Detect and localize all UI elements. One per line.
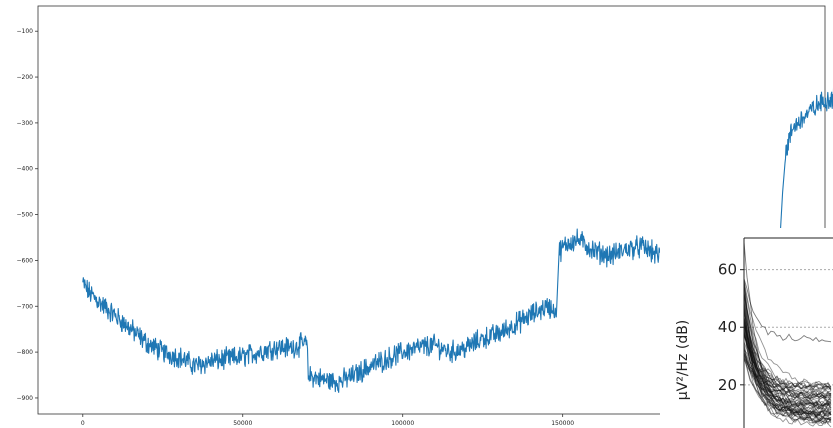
inset-series-line bbox=[743, 320, 832, 417]
inset-series-line bbox=[743, 327, 832, 407]
inset-series-line bbox=[743, 324, 832, 389]
inset-series-line bbox=[743, 278, 832, 343]
inset-series-line bbox=[743, 356, 832, 414]
inset-series-line bbox=[743, 306, 832, 423]
inset-series-line bbox=[743, 351, 832, 391]
inset-series-line bbox=[743, 318, 832, 421]
inset-series-line bbox=[743, 357, 832, 393]
inset-series-line bbox=[743, 282, 832, 415]
inset-series-line bbox=[743, 349, 832, 411]
inset-y-axis: 60 40 20 bbox=[718, 261, 744, 394]
inset-series-line bbox=[743, 317, 832, 409]
inset-series-line bbox=[743, 302, 832, 400]
inset-series-line bbox=[743, 288, 832, 417]
inset-series-line bbox=[743, 302, 832, 395]
inset-series-line bbox=[743, 241, 832, 421]
inset-series-line bbox=[743, 293, 832, 398]
y-tick-label: −400 bbox=[17, 166, 34, 173]
y-tick-label: −800 bbox=[17, 349, 34, 356]
plot-area bbox=[37, 5, 826, 415]
inset-series-line bbox=[743, 353, 832, 401]
inset-series-line bbox=[743, 280, 832, 388]
inset-spectrum-chart: µV²/Hz (dB) 60 40 20 bbox=[660, 228, 833, 428]
inset-series-line bbox=[743, 330, 832, 423]
inset-series-line bbox=[743, 321, 832, 424]
inset-series-line bbox=[743, 321, 832, 404]
plot-frame bbox=[37, 5, 826, 415]
inset-series-layer bbox=[743, 241, 832, 428]
inset-series-line bbox=[743, 317, 832, 412]
inset-series-line bbox=[743, 352, 832, 408]
x-tick-label: 0 bbox=[81, 420, 85, 427]
inset-series-line bbox=[743, 284, 832, 408]
inset-series-line bbox=[743, 323, 832, 408]
inset-y-axis-label: µV²/Hz (dB) bbox=[675, 320, 691, 401]
inset-series-line bbox=[743, 358, 832, 415]
inset-series-line bbox=[743, 300, 832, 410]
inset-series-line bbox=[743, 309, 832, 418]
y-tick-label: −100 bbox=[17, 28, 34, 35]
inset-series-line bbox=[743, 341, 832, 390]
inset-series-line bbox=[743, 331, 832, 419]
inset-series-line bbox=[743, 352, 832, 424]
inset-series-line bbox=[743, 333, 832, 409]
inset-series-line bbox=[743, 330, 832, 399]
y-tick-label: −500 bbox=[17, 212, 34, 219]
y-axis: −100 −200 −300 −400 −500 −600 −700 −800 −900 bbox=[17, 28, 38, 402]
y-tick-label: −300 bbox=[17, 120, 34, 127]
inset-series-line bbox=[743, 316, 832, 400]
inset-y-tick-label: 60 bbox=[718, 261, 737, 279]
inset-series-line bbox=[743, 345, 832, 416]
inset-series-line bbox=[743, 322, 832, 392]
inset-series-line bbox=[743, 285, 832, 399]
inset-plot-area bbox=[743, 237, 833, 428]
x-tick-label: 50000 bbox=[233, 420, 252, 427]
y-tick-label: −900 bbox=[17, 395, 34, 402]
inset-series-line bbox=[743, 278, 832, 394]
inset-series-line bbox=[743, 293, 832, 417]
inset-series-line bbox=[743, 347, 832, 425]
y-tick-label: −200 bbox=[17, 74, 34, 81]
inset-series-line bbox=[743, 332, 832, 397]
x-tick-label: 100000 bbox=[391, 420, 414, 427]
inset-series-line bbox=[743, 307, 832, 411]
inset-series-line bbox=[743, 329, 832, 419]
inset-series-line bbox=[743, 293, 832, 412]
y-tick-label: −600 bbox=[17, 257, 34, 264]
y-tick-label: −700 bbox=[17, 303, 34, 310]
x-axis: 0 50000 100000 150000 200000 bbox=[81, 414, 734, 427]
inset-y-tick-label: 40 bbox=[718, 318, 737, 336]
inset-series-line bbox=[743, 312, 832, 425]
inset-series-line bbox=[743, 354, 832, 403]
series-layer bbox=[82, 87, 833, 393]
inset-series-line bbox=[743, 342, 832, 416]
inset-series-line bbox=[743, 325, 832, 424]
inset-series-line bbox=[743, 292, 832, 419]
inset-y-tick-label: 20 bbox=[718, 376, 737, 394]
series-line bbox=[82, 87, 833, 393]
inset-series-line bbox=[743, 306, 832, 428]
inset-series-line bbox=[743, 334, 832, 390]
inset-series-line bbox=[743, 334, 832, 402]
x-tick-label: 150000 bbox=[551, 420, 574, 427]
inset-series-line bbox=[743, 320, 832, 400]
inset-series-line bbox=[743, 316, 832, 407]
inset-gridlines bbox=[744, 269, 833, 386]
